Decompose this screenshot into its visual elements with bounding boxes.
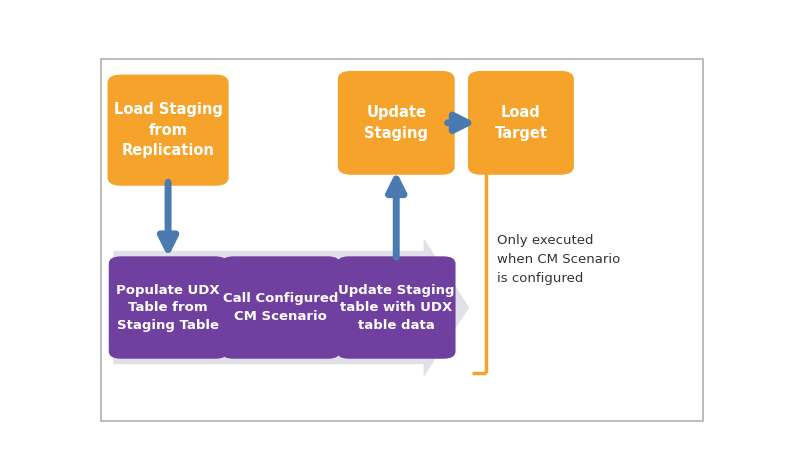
Text: Load Staging
from
Replication: Load Staging from Replication (114, 102, 222, 158)
Text: Load
Target: Load Target (495, 105, 547, 141)
FancyBboxPatch shape (221, 256, 340, 359)
Text: Call Configured
CM Scenario: Call Configured CM Scenario (223, 292, 338, 323)
FancyBboxPatch shape (108, 75, 228, 186)
Text: Only executed
when CM Scenario
is configured: Only executed when CM Scenario is config… (497, 235, 620, 285)
FancyBboxPatch shape (468, 71, 574, 175)
FancyBboxPatch shape (109, 256, 228, 359)
Text: Update
Staging: Update Staging (364, 105, 429, 141)
Text: Update Staging
table with UDX
table data: Update Staging table with UDX table data (338, 284, 455, 332)
FancyBboxPatch shape (338, 71, 455, 175)
Polygon shape (113, 238, 469, 377)
FancyBboxPatch shape (337, 256, 455, 359)
Text: Populate UDX
Table from
Staging Table: Populate UDX Table from Staging Table (116, 284, 220, 332)
